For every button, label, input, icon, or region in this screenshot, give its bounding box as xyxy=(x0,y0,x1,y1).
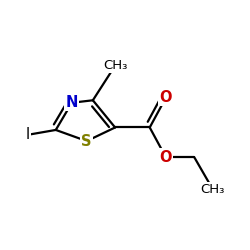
Text: O: O xyxy=(160,90,172,105)
Text: CH₃: CH₃ xyxy=(200,183,225,196)
Text: N: N xyxy=(66,95,78,110)
Text: CH₃: CH₃ xyxy=(103,59,127,72)
Text: S: S xyxy=(82,134,92,148)
Text: I: I xyxy=(25,128,29,142)
Text: O: O xyxy=(160,150,172,165)
